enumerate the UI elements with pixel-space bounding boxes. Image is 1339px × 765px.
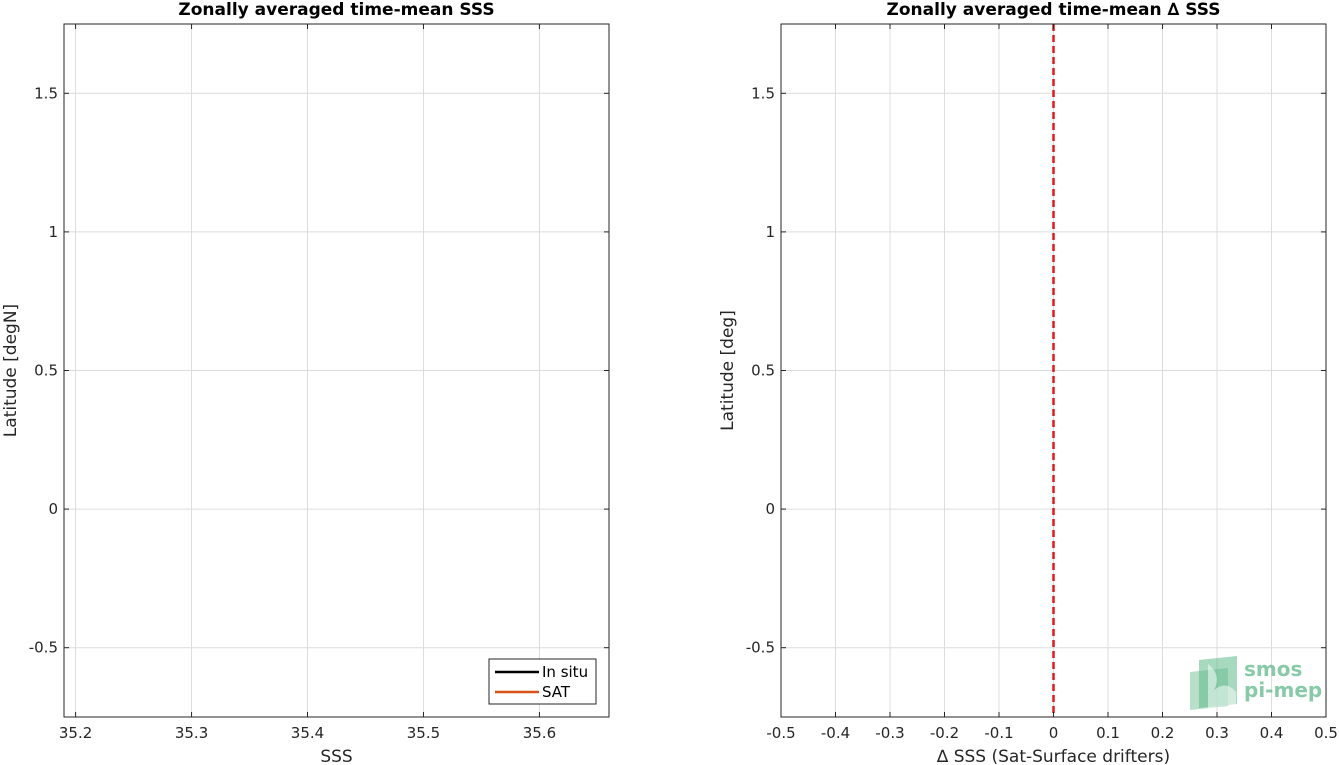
y-tick-label: 0 — [48, 500, 58, 518]
x-tick-label: -0.3 — [875, 724, 904, 742]
y-axis-label: Latitude [degN] — [1, 304, 21, 437]
x-axis-label: ∆ SSS (Sat-Surface drifters) — [936, 747, 1170, 765]
logo-wave-icon — [1208, 664, 1236, 708]
x-tick-label: -0.5 — [766, 724, 795, 742]
chart-panel-1: 35.2 35.3 35.4 35.5 35.6 -0.5 0 0.5 1 1.5 Zonally … — [1, 0, 610, 765]
chart-title: Zonally averaged time-mean SSS — [178, 0, 494, 20]
x-tick-label: 0.5 — [1314, 724, 1338, 742]
x-axis: -0.5 -0.4 -0.3 -0.2 -0.1 0 0.1 0.2 0.3 0.4 0.5 — [766, 24, 1338, 742]
legend: In situ SAT — [488, 658, 597, 705]
x-tick-label: 0.4 — [1260, 724, 1284, 742]
y-tick-label: 0.5 — [34, 362, 58, 380]
legend-label: In situ — [542, 663, 588, 681]
x-tick-label: 0.2 — [1151, 724, 1175, 742]
x-axis-label: SSS — [320, 747, 352, 765]
y-tick-label: 0.5 — [751, 362, 775, 380]
x-tick-label: -0.4 — [821, 724, 850, 742]
chart-panel-2: -0.5 -0.4 -0.3 -0.2 -0.1 0 0.1 0.2 0.3 0.4 0.5-0.5… — [718, 0, 1338, 765]
y-axis-label: Latitude [deg] — [718, 310, 738, 431]
x-tick-label: -0.2 — [930, 724, 959, 742]
y-tick-label: 0 — [765, 500, 775, 518]
x-tick-label: 35.4 — [291, 724, 324, 742]
x-axis: 35.2 35.3 35.4 35.5 35.6 — [59, 24, 556, 742]
y-axis: -0.5 0 0.5 1 1.5 — [746, 84, 1326, 657]
chart-title: Zonally averaged time-mean ∆ SSS — [887, 0, 1221, 20]
y-tick-label: -0.5 — [746, 639, 775, 657]
y-tick-label: 1 — [48, 223, 58, 241]
grid — [64, 24, 609, 717]
x-tick-label: 0 — [1049, 724, 1059, 742]
x-tick-label: 35.3 — [175, 724, 208, 742]
y-tick-label: -0.5 — [29, 639, 58, 657]
x-tick-label: 35.6 — [523, 724, 556, 742]
legend-box — [488, 658, 597, 705]
x-tick-label: 35.5 — [407, 724, 440, 742]
y-axis: -0.5 0 0.5 1 1.5 — [29, 84, 609, 657]
x-tick-label: 35.2 — [59, 724, 92, 742]
y-tick-label: 1 — [765, 223, 775, 241]
y-tick-label: 1.5 — [34, 84, 58, 102]
y-tick-label: 1.5 — [751, 84, 775, 102]
logo-text-pimep: pi-mep — [1244, 678, 1322, 702]
x-tick-label: 0.3 — [1205, 724, 1229, 742]
legend-label: SAT — [542, 683, 571, 701]
x-tick-label: 0.1 — [1096, 724, 1120, 742]
logo-text-smos: smos — [1244, 657, 1302, 681]
x-tick-label: -0.1 — [984, 724, 1013, 742]
